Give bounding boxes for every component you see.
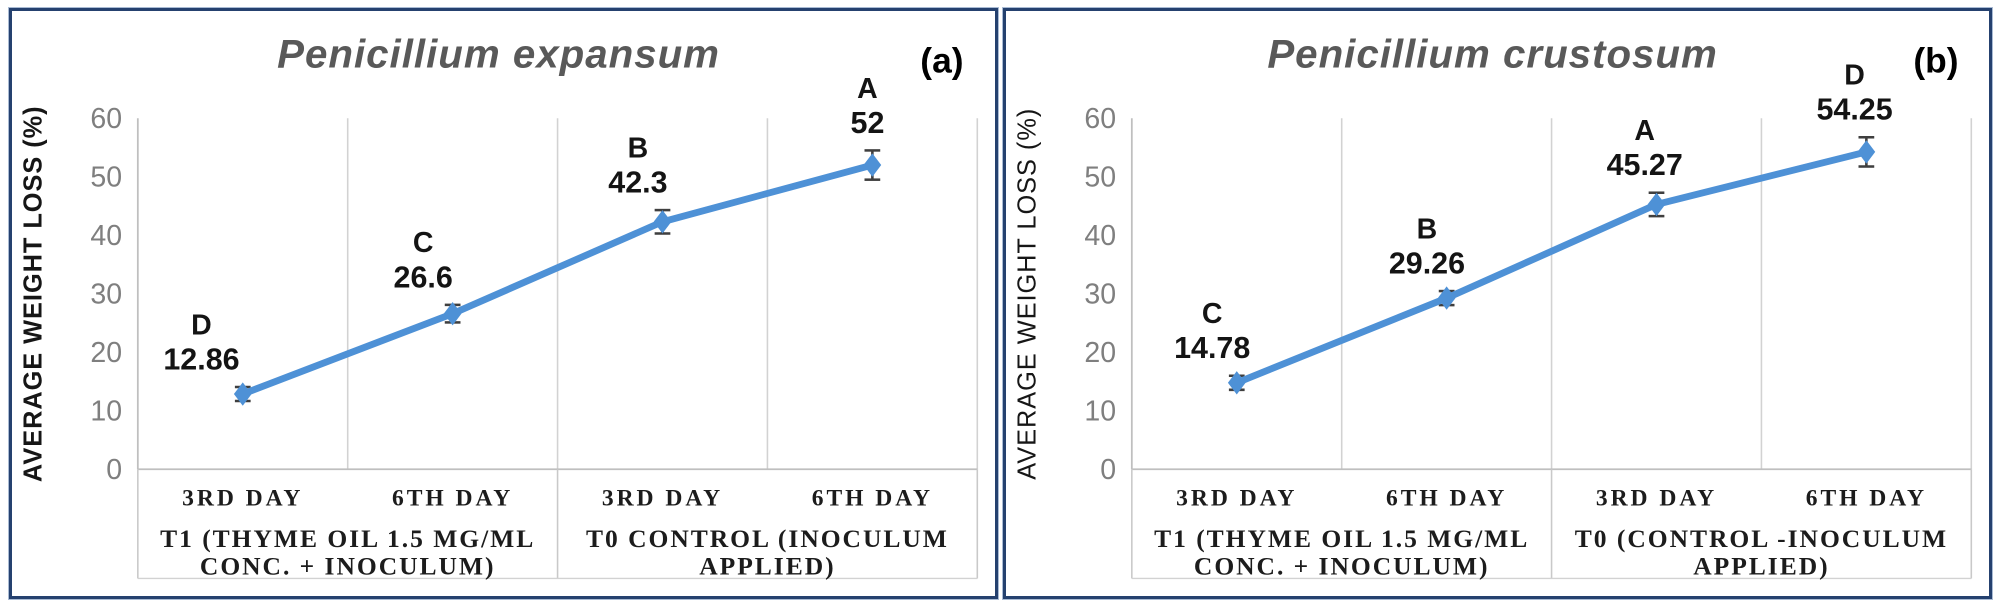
y-axis-title: AVERAGE WEIGHT LOSS (%) [1013,108,1041,480]
data-label-value: 26.6 [394,261,453,294]
data-point-marker [1647,192,1666,217]
data-point-marker [863,153,882,177]
y-tick-label: 0 [1100,454,1116,486]
group-label-line2: APPLIED) [1693,552,1829,581]
data-point-marker [443,301,462,326]
data-label-value: 42.3 [608,167,667,200]
chart-a-svg: 0 10 20 30 40 50 60 AVERAGE WEIGHT LOSS (%) 3RD … [19,32,979,581]
data-label-value: 54.25 [1816,94,1892,127]
data-label-value: 52 [851,107,885,140]
y-tick-label: 50 [90,162,122,194]
panel-b: 0 10 20 30 40 50 60 AVERAGE WEIGHT LOSS (%) 3RD … [1003,8,1992,599]
group-label-line1: T1 (THYME OIL 1.5 MG/ML [1154,524,1529,553]
y-tick-label: 0 [106,454,122,486]
y-tick-label: 30 [90,279,122,311]
y-axis-title: AVERAGE WEIGHT LOSS (%) [19,105,47,482]
panel-a: 0 10 20 30 40 50 60 AVERAGE WEIGHT LOSS (%) 3RD … [9,8,998,599]
group-label-line2: CONC. + INOCULUM) [200,552,496,581]
category-tick-label: 3RD DAY [602,485,723,511]
category-tick-label: 6TH DAY [1386,485,1507,511]
group-label-line2: CONC. + INOCULUM) [1194,552,1490,581]
series-line [1233,148,1870,387]
data-label-value: 45.27 [1607,149,1683,182]
y-tick-label: 20 [1084,337,1116,369]
chart-title: Penicillium expansum [277,32,720,77]
group-label-line1: T0 CONTROL (INOCULUM [586,524,949,553]
y-tick-label: 10 [90,396,122,428]
data-label-letter: C [413,227,434,259]
y-tick-label: 40 [1084,220,1116,252]
data-label-letter: D [1844,60,1865,92]
y-tick-label: 50 [1084,162,1116,194]
y-tick-label: 60 [90,103,122,135]
y-tick-label: 60 [1084,103,1116,135]
group-label-line2: APPLIED) [699,552,835,581]
data-label-letter: A [857,73,878,105]
y-tick-label: 30 [1084,279,1116,311]
category-tick-label: 3RD DAY [1176,485,1297,511]
data-label-letter: B [628,133,649,165]
panel-tag: (a) [920,42,963,81]
data-label-value: 29.26 [1389,248,1465,281]
data-label-value: 14.78 [1174,332,1250,365]
panel-tag: (b) [1913,42,1958,81]
data-label-letter: A [1634,115,1655,147]
y-tick-label: 40 [90,220,122,252]
data-label-letter: D [191,309,212,341]
series-line [239,161,876,398]
category-tick-label: 6TH DAY [392,485,513,511]
chart-title: Penicillium crustosum [1267,32,1718,77]
chart-b-svg: 0 10 20 30 40 50 60 AVERAGE WEIGHT LOSS (%) 3RD … [1013,32,1973,581]
data-point-marker [1227,371,1246,395]
group-label-line1: T0 (CONTROL -INOCULUM [1575,524,1948,553]
data-point-marker [1437,286,1456,310]
data-point-marker [233,382,252,406]
group-label-line1: T1 (THYME OIL 1.5 MG/ML [160,524,535,553]
category-tick-label: 3RD DAY [1596,485,1717,511]
category-tick-label: 6TH DAY [812,485,933,511]
data-label-value: 12.86 [163,344,239,377]
data-point-marker [1857,140,1876,164]
y-tick-label: 20 [90,337,122,369]
data-label-letter: B [1417,214,1438,246]
y-tick-label: 10 [1084,396,1116,428]
category-tick-label: 6TH DAY [1806,485,1927,511]
category-tick-label: 3RD DAY [182,485,303,511]
data-point-marker [653,210,672,234]
data-label-letter: C [1202,298,1223,330]
